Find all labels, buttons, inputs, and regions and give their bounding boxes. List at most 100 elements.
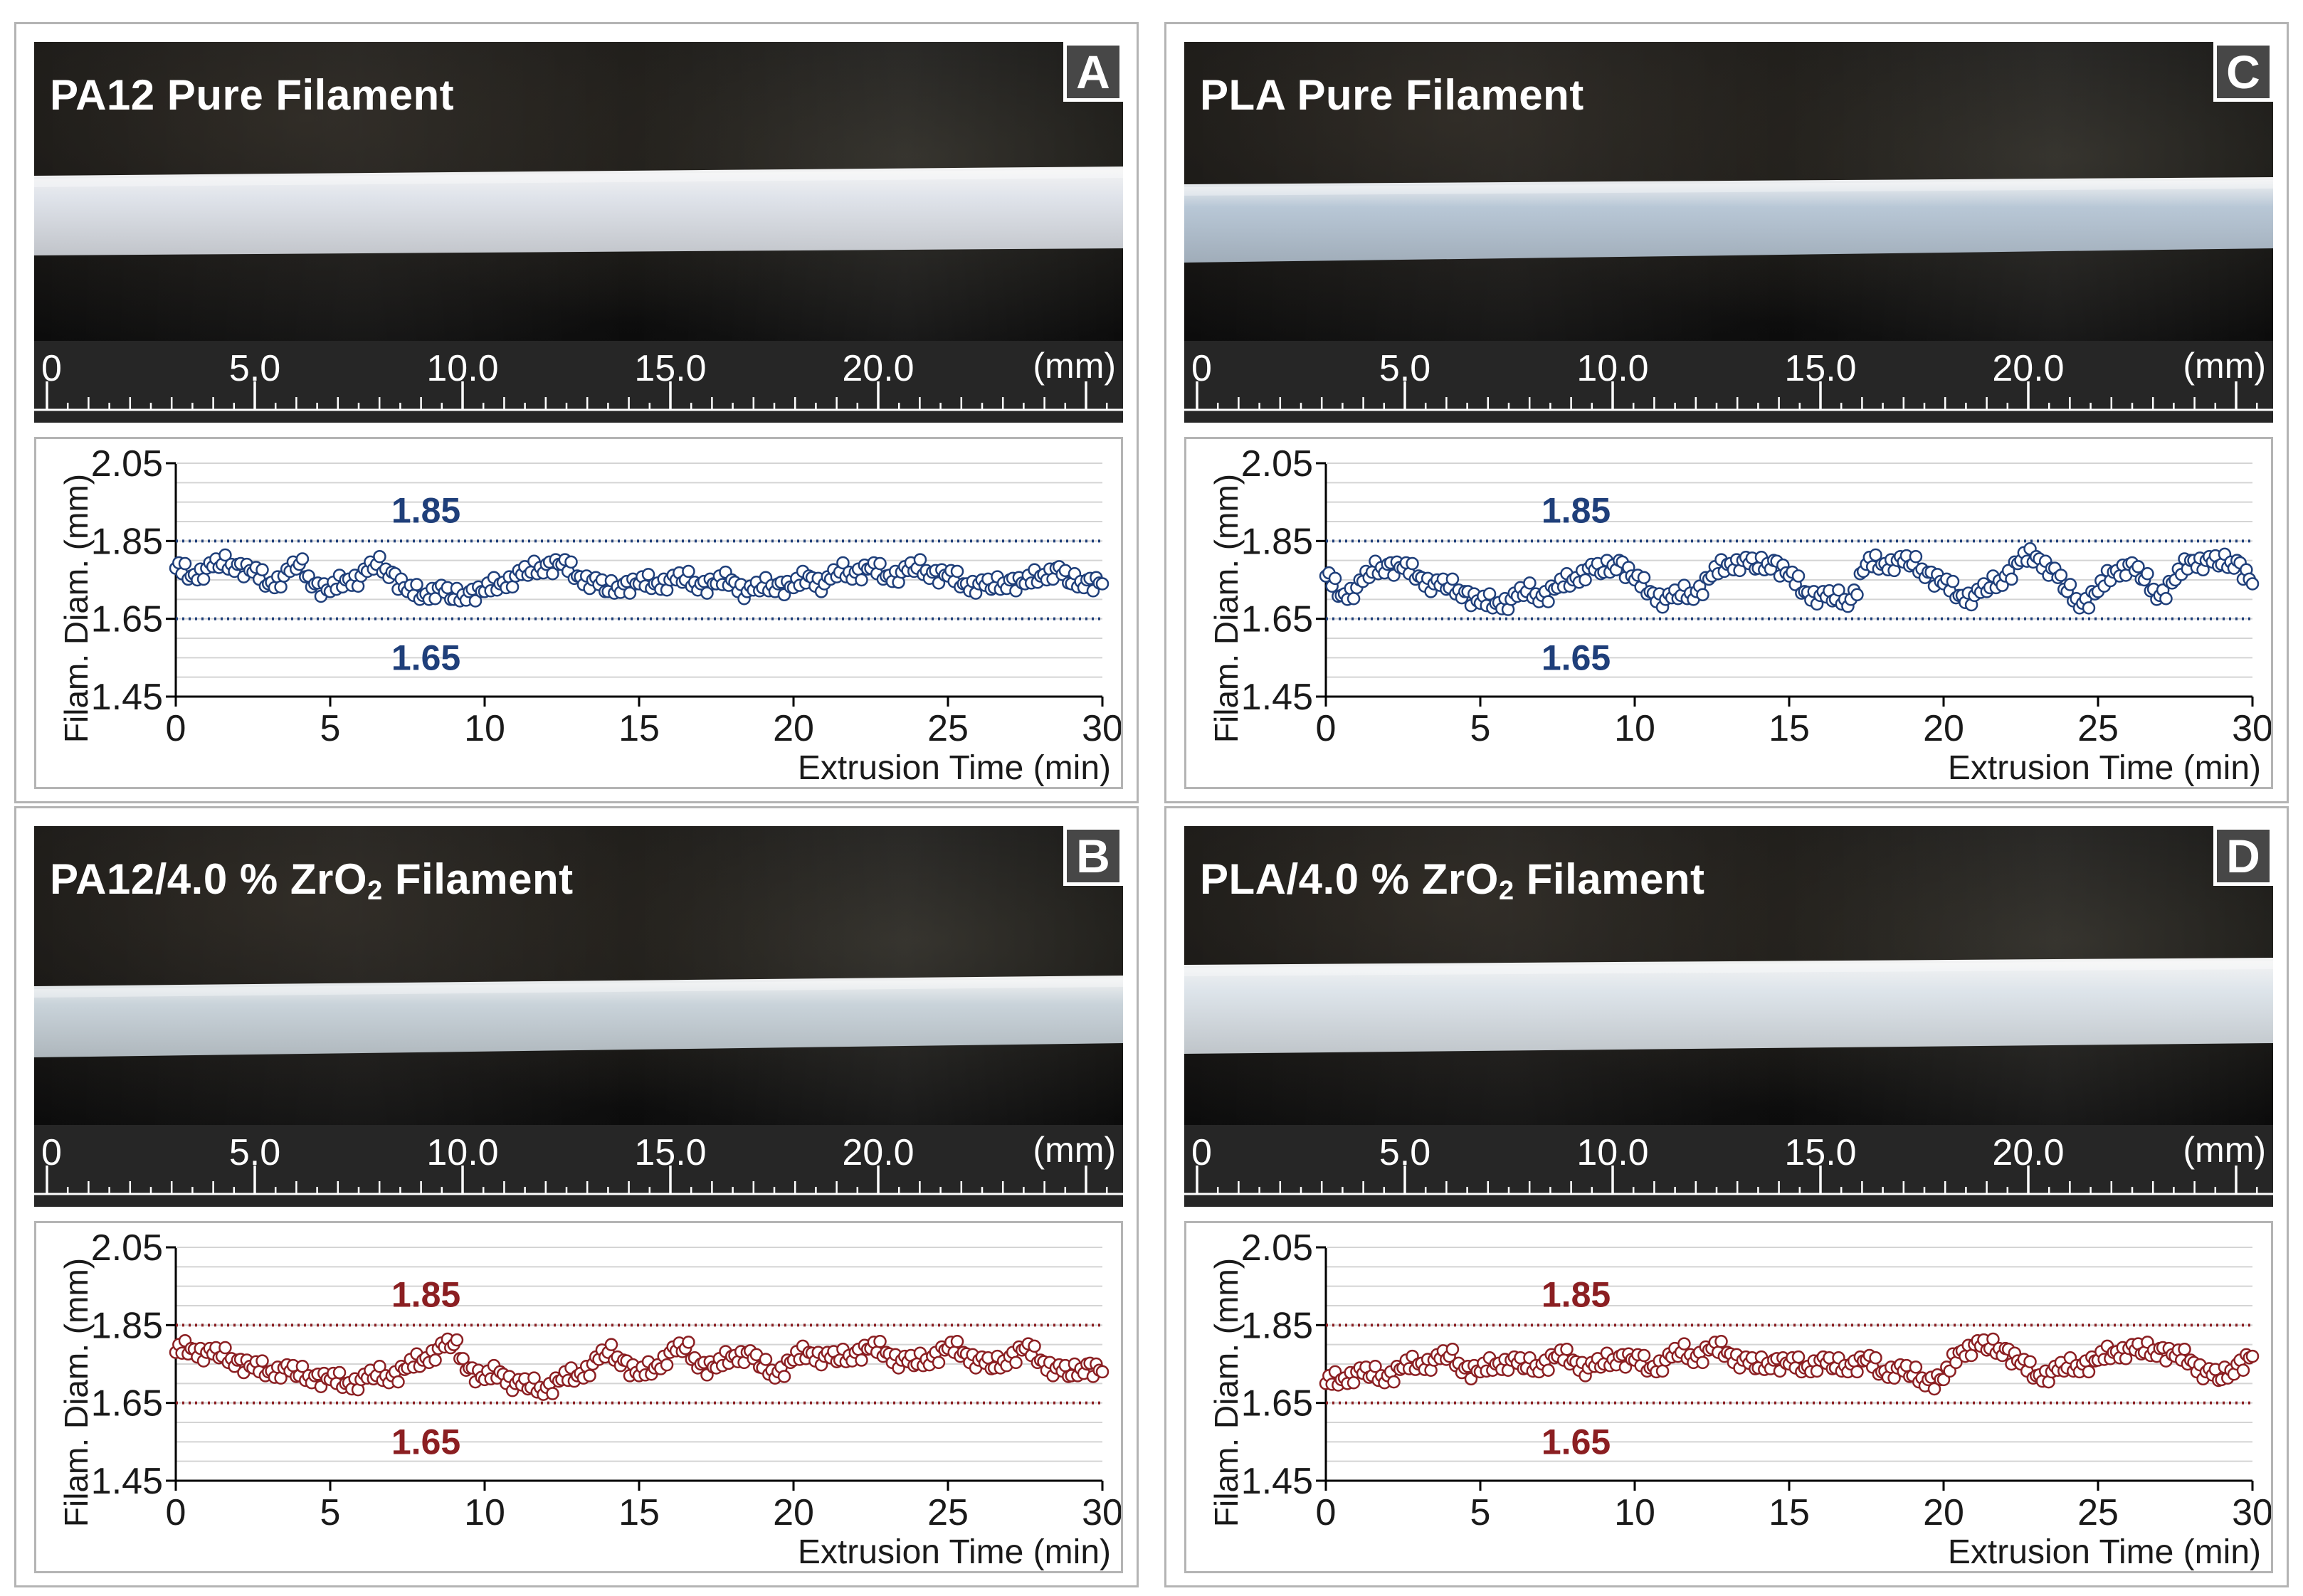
data-point [255, 563, 269, 577]
data-point [1560, 1342, 1574, 1356]
series-points [169, 1332, 1110, 1401]
y-tick-label: 2.05 [91, 443, 163, 485]
x-tick-label: 0 [1316, 1492, 1337, 1533]
y-tick-label: 2.05 [1241, 1227, 1313, 1269]
data-point [1714, 1335, 1728, 1348]
x-tick-label: 20 [1923, 1492, 1964, 1533]
data-point [1936, 1373, 1951, 1387]
data-point [682, 564, 695, 578]
panel-title: PLA/4.0 % ZrO2 Filament [1200, 855, 1704, 907]
data-point [855, 1353, 868, 1367]
x-tick-label: 10 [1614, 1492, 1655, 1533]
y-axis-label: Filam. Diam. (mm) [1208, 1258, 1245, 1527]
filament-image [1184, 958, 2273, 1054]
limit-label: 1.85 [1542, 1274, 1611, 1314]
y-tick-label: 1.85 [91, 1305, 163, 1346]
y-axis-label: Filam. Diam. (mm) [58, 1258, 95, 1527]
limit-label: 1.65 [391, 638, 460, 678]
x-tick-label: 15 [1769, 708, 1810, 749]
ruler-tick-label: 5.0 [229, 1132, 280, 1173]
data-point [1791, 1350, 1806, 1364]
ruler-tick-label: 5.0 [1379, 348, 1430, 389]
data-point [2178, 1342, 2191, 1356]
panel-letter: B [1063, 826, 1123, 886]
ruler-tick-label: 20.0 [842, 348, 914, 389]
data-point [456, 1352, 470, 1365]
data-point [1347, 1375, 1361, 1390]
y-tick-label: 2.05 [1241, 443, 1313, 485]
x-tick-label: 0 [166, 708, 186, 749]
x-axis-label: Extrusion Time (min) [1948, 1533, 2261, 1571]
y-axis-label: Filam. Diam. (mm) [1208, 474, 1245, 743]
filament-image [34, 976, 1123, 1057]
filament-strand [1184, 958, 2273, 1054]
ruler-tick-label: 10.0 [1576, 1132, 1648, 1173]
diameter-plot: 2.05 1.85 1.65 1.45 0 5 10 15 20 25 30 Filam. Diam.… [1184, 1221, 2273, 1573]
panel-title: PA12/4.0 % ZrO2 Filament [50, 855, 574, 907]
ruler-unit: (mm) [2183, 1130, 2266, 1170]
data-point [546, 1387, 559, 1400]
data-point [836, 556, 850, 570]
y-tick-label: 1.65 [1241, 599, 1313, 640]
data-point [1637, 571, 1651, 584]
ruler-tick-label: 20.0 [1992, 348, 2064, 389]
x-tick-label: 25 [927, 708, 969, 749]
x-tick-label: 20 [773, 708, 814, 749]
data-point [1869, 1351, 1882, 1365]
panel-letter: D [2213, 826, 2273, 886]
x-tick-label: 25 [927, 1492, 969, 1533]
y-tick-label: 2.05 [91, 1227, 163, 1269]
ruler-tick-label: 0 [1191, 348, 1212, 389]
data-point [295, 552, 310, 566]
y-tick-label: 1.65 [91, 1383, 163, 1425]
diameter-plot: 2.05 1.85 1.65 1.45 0 5 10 15 20 25 30 Filam. Diam.… [34, 437, 1123, 789]
panel-title-text: PLA Pure Filament [1200, 71, 1584, 119]
data-point [1696, 1355, 1709, 1370]
ruler-tick-label: 15.0 [634, 348, 706, 389]
diameter-chart: 2.05 1.85 1.65 1.450 5 10 15 20 25 30 Filam. Diam.… [58, 1227, 1121, 1571]
x-tick-label: 15 [1769, 1492, 1810, 1533]
limit-label: 1.65 [1542, 1422, 1611, 1462]
limit-label: 1.65 [391, 1422, 460, 1462]
y-tick-label: 1.45 [91, 1461, 163, 1502]
x-axis-label: Extrusion Time (min) [798, 749, 1111, 787]
panel-title: PA12 Pure Filament [50, 70, 454, 120]
panel-title-text: PA12/4.0 % ZrO [50, 855, 368, 903]
data-point [218, 548, 232, 562]
x-tick-label: 30 [2232, 1492, 2271, 1533]
data-point [1347, 591, 1361, 606]
panel-title-text: PA12 Pure Filament [50, 71, 455, 119]
x-tick-label: 20 [1923, 708, 1964, 749]
panel-title: PLA Pure Filament [1200, 70, 1584, 120]
filament-image [1184, 177, 2273, 263]
y-tick-label: 1.85 [1241, 1305, 1313, 1346]
data-point [932, 1355, 946, 1370]
ruler-unit: (mm) [2183, 346, 2266, 386]
data-point [1095, 1365, 1110, 1379]
ruler-tick-label: 0 [41, 348, 62, 389]
filament-highlight [1184, 180, 2273, 196]
data-point [2082, 601, 2096, 615]
data-point [1579, 573, 1592, 587]
data-point [468, 594, 483, 608]
data-point [855, 573, 868, 587]
x-tick-label: 30 [2232, 708, 2271, 749]
data-point [564, 555, 578, 569]
data-point [1445, 572, 1460, 586]
panel-a: PA12 Pure Filament A 0 5.0 10.0 15.0 20.0 (mm) 2… [14, 22, 1139, 803]
filament-highlight [34, 978, 1123, 998]
y-tick-label: 1.45 [91, 677, 163, 718]
panel-letter: C [2213, 42, 2273, 102]
diameter-chart: 2.05 1.85 1.65 1.450 5 10 15 20 25 30 Filam. Diam.… [1208, 1227, 2271, 1571]
data-point [2023, 1355, 2037, 1368]
ruler-unit: (mm) [1033, 346, 1116, 386]
data-point [1946, 574, 1960, 588]
y-tick-label: 1.65 [91, 599, 163, 640]
data-point [583, 1369, 596, 1383]
panel-letter: A [1063, 42, 1123, 102]
x-tick-label: 10 [464, 1492, 505, 1533]
mm-ruler: 0 5.0 10.0 15.0 20.0 (mm) [34, 1130, 1123, 1195]
panel-title-text: PLA/4.0 % ZrO [1200, 855, 1499, 903]
x-tick-label: 0 [166, 1492, 186, 1533]
panel-b: PA12/4.0 % ZrO2 Filament B 0 5.0 10.0 15.0 20.… [14, 806, 1139, 1587]
